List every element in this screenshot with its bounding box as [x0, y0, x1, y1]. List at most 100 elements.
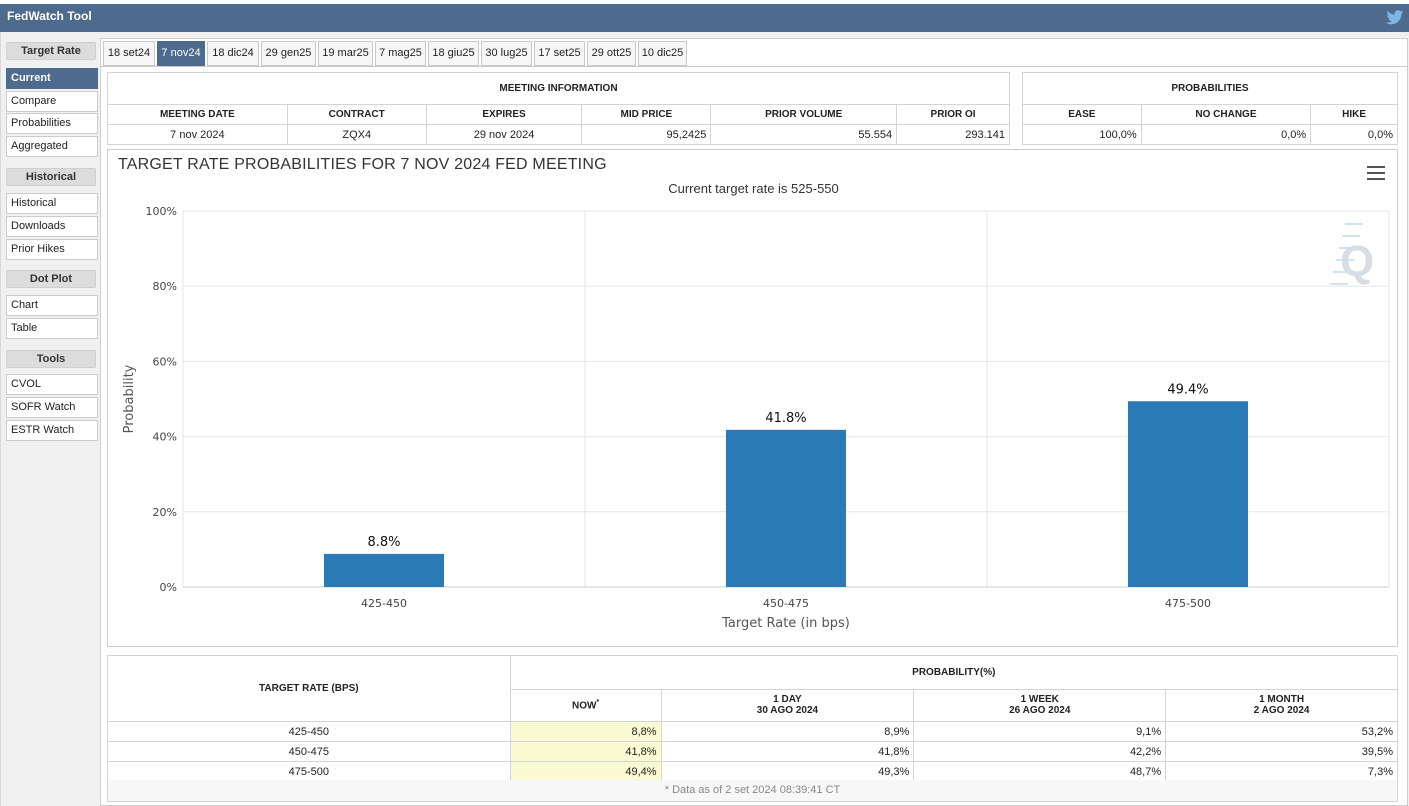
prior-volume-value: 55.554 [710, 124, 898, 145]
now-probability-cell: 49,4% [509, 761, 662, 782]
probability-cell: 8,9% [660, 721, 915, 742]
sidebar-item-estr-watch[interactable]: ESTR Watch [6, 420, 98, 441]
header-expires: EXPIRES [425, 104, 583, 125]
now-probability-cell: 8,8% [509, 721, 662, 742]
bar-value-label: 8.8% [367, 535, 400, 550]
sidebar-item-sofr-watch[interactable]: SOFR Watch [6, 397, 98, 418]
header-prior-volume: PRIOR VOLUME [710, 104, 898, 125]
bar-475-500 [1128, 401, 1248, 587]
mid-price-value: 95,2425 [581, 124, 712, 145]
tab-18-set24[interactable]: 18 set24 [103, 41, 155, 66]
probabilities-table: PROBABILITIES EASE NO CHANGE HIKE 100,0%… [1022, 72, 1398, 145]
header-mid-price: MID PRICE [581, 104, 712, 125]
y-tick-label: 40% [153, 431, 177, 444]
probability-cell: 42,2% [913, 741, 1167, 762]
sidebar-item-probabilities[interactable]: Probabilities [6, 113, 98, 134]
x-tick-label: 425-450 [361, 597, 407, 610]
sidebar-item-cvol[interactable]: CVOL [6, 374, 98, 395]
header-no-change: NO CHANGE [1140, 104, 1312, 125]
bar-value-label: 41.8% [765, 411, 806, 426]
bar-425-450 [324, 553, 444, 587]
header-1-day: 1 DAY 30 AGO 2024 [660, 688, 915, 722]
twitter-icon[interactable] [1385, 7, 1405, 27]
target-rate-cell: 450-475 [107, 741, 511, 762]
x-tick-label: 450-475 [763, 597, 809, 610]
sidebar-item-historical[interactable]: Historical [6, 193, 98, 214]
sidebar-item-prior-hikes[interactable]: Prior Hikes [6, 239, 98, 260]
hike-value: 0,0% [1310, 124, 1398, 145]
y-tick-label: 100% [146, 205, 177, 218]
tab-29-gen25[interactable]: 29 gen25 [261, 41, 316, 66]
bar-450-475 [726, 429, 846, 587]
no-change-value: 0,0% [1140, 124, 1312, 145]
tab-29-ott25[interactable]: 29 ott25 [587, 41, 636, 66]
probability-cell: 49,3% [660, 761, 915, 782]
tab-18-dic24[interactable]: 18 dic24 [207, 41, 259, 66]
y-tick-label: 20% [153, 506, 177, 519]
bar-chart: Q 0% 20% 40% 60% 80% 100% 8.8% 425-450 41.8% 450-4… [122, 205, 1390, 631]
sidebar-item-table[interactable]: Table [6, 318, 98, 339]
chart-subtitle: Current target rate is 525-550 [668, 181, 839, 196]
probability-cell: 39,5% [1165, 741, 1398, 762]
sidebar-item-downloads[interactable]: Downloads [6, 216, 98, 237]
now-probability-cell: 41,8% [509, 741, 662, 762]
header-target-rate: TARGET RATE (BPS) [107, 655, 511, 722]
ease-value: 100,0% [1022, 124, 1142, 145]
header-now: NOW* [509, 688, 662, 722]
meeting-date-value: 7 nov 2024 [107, 124, 288, 145]
tab-17-set25[interactable]: 17 set25 [534, 41, 585, 66]
app-title: FedWatch Tool [7, 9, 92, 23]
header-1-month: 1 MONTH 2 AGO 2024 [1165, 688, 1398, 722]
x-axis-title: Target Rate (in bps) [721, 616, 850, 631]
table-row: 425-450 8,8% 8,9% 9,1% 53,2% [107, 721, 1398, 742]
sidebar-section-tools: Tools [6, 350, 96, 368]
header-ease: EASE [1022, 104, 1142, 125]
sidebar-section-historical: Historical [6, 168, 96, 186]
y-tick-label: 0% [160, 581, 177, 594]
sidebar-item-compare[interactable]: Compare [6, 91, 98, 112]
probability-cell: 41,8% [660, 741, 915, 762]
chart-title: TARGET RATE PROBABILITIES FOR 7 NOV 2024… [118, 156, 607, 173]
probability-cell: 53,2% [1165, 721, 1398, 742]
probabilities-title: PROBABILITIES [1022, 72, 1398, 105]
tab-7-mag25[interactable]: 7 mag25 [375, 41, 426, 66]
target-rate-cell: 475-500 [107, 761, 511, 782]
watermark-logo-icon: Q [1340, 237, 1374, 286]
tab-30-lug25[interactable]: 30 lug25 [481, 41, 532, 66]
header-hike: HIKE [1310, 104, 1398, 125]
header-1-week: 1 WEEK 26 AGO 2024 [913, 688, 1167, 722]
sidebar-item-aggregated[interactable]: Aggregated [6, 136, 98, 157]
header-probability: PROBABILITY(%) [509, 655, 1399, 690]
table-row: 450-475 41,8% 41,8% 42,2% 39,5% [107, 741, 1398, 762]
header-meeting-date: MEETING DATE [107, 104, 288, 125]
chart-menu-icon[interactable] [1367, 166, 1385, 180]
tab-10-dic25[interactable]: 10 dic25 [638, 41, 687, 66]
probability-history-table: TARGET RATE (BPS) PROBABILITY(%) NOW* 1 … [107, 655, 1399, 782]
data-timestamp-footnote: * Data as of 2 set 2024 08:39:41 CT [107, 780, 1398, 802]
sidebar-item-current[interactable]: Current [6, 68, 98, 89]
contract-value: ZQX4 [286, 124, 427, 145]
probability-cell: 7,3% [1165, 761, 1398, 782]
expires-value: 29 nov 2024 [425, 124, 583, 145]
x-tick-label: 475-500 [1165, 597, 1211, 610]
chart-container: TARGET RATE PROBABILITIES FOR 7 NOV 2024… [107, 149, 1398, 647]
meeting-info-table: MEETING INFORMATION MEETING DATE CONTRAC… [107, 72, 1010, 145]
sidebar-item-chart[interactable]: Chart [6, 295, 98, 316]
prior-oi-value: 293.141 [896, 124, 1010, 145]
tab-7-nov24[interactable]: 7 nov24 [157, 41, 205, 66]
probability-cell: 48,7% [913, 761, 1167, 782]
tab-18-giu25[interactable]: 18 giu25 [428, 41, 479, 66]
sidebar-section-dot-plot: Dot Plot [6, 270, 96, 288]
y-tick-label: 80% [153, 280, 177, 293]
y-tick-label: 60% [153, 355, 177, 368]
meeting-info-title: MEETING INFORMATION [107, 72, 1010, 105]
target-rate-cell: 425-450 [107, 721, 511, 742]
y-axis-title: Probability [122, 364, 137, 433]
probability-cell: 9,1% [913, 721, 1167, 742]
tab-divider [100, 66, 1408, 67]
tab-19-mar25[interactable]: 19 mar25 [318, 41, 373, 66]
title-bar: FedWatch Tool [0, 4, 1409, 32]
table-row: 475-500 49,4% 49,3% 48,7% 7,3% [107, 761, 1398, 782]
header-contract: CONTRACT [286, 104, 427, 125]
sidebar-section-target-rate: Target Rate [6, 42, 96, 60]
